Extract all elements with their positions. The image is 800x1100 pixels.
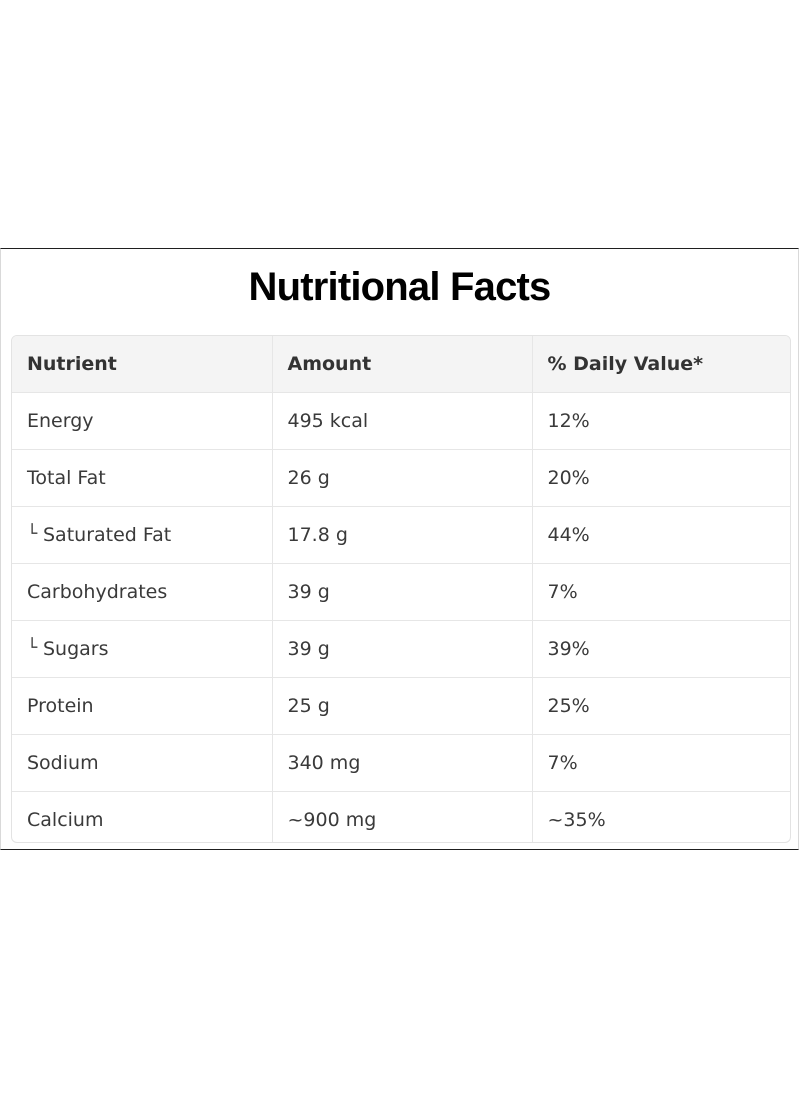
- nutrient-name: Energy: [27, 410, 94, 432]
- nutrient-cell: └ Sugars: [12, 620, 273, 678]
- header-nutrient: Nutrient: [12, 336, 273, 393]
- amount-cell: 495 kcal: [272, 392, 533, 450]
- header-amount: Amount: [272, 336, 533, 393]
- sub-item-marker: └: [27, 638, 38, 658]
- table-row: Total Fat 26 g 20%: [12, 449, 790, 507]
- nutrient-cell: Calcium: [12, 791, 273, 842]
- table-row: └ Sugars 39 g 39%: [12, 620, 790, 678]
- daily-value-cell: ~35%: [547, 809, 606, 831]
- amount-cell: 39 g: [272, 620, 533, 678]
- nutrition-panel: Nutritional Facts Nutrient Amount % Dail…: [0, 248, 799, 850]
- nutrient-name: Calcium: [27, 809, 104, 831]
- daily-value-cell: 25%: [532, 677, 790, 735]
- daily-value-cell: 12%: [532, 392, 790, 450]
- amount-cell: 340 mg: [272, 734, 533, 792]
- nutrient-name: Sugars: [43, 638, 109, 660]
- daily-value-cell: 44%: [532, 506, 790, 564]
- table-body: Energy 495 kcal 12% Total Fat 26 g 20% └ Satura…: [12, 392, 790, 842]
- amount-cell: 39 g: [272, 563, 533, 621]
- nutrient-cell: Protein: [12, 677, 273, 735]
- nutrition-table-container: Nutrient Amount % Daily Value* Energy 495…: [11, 335, 791, 843]
- nutrient-cell: Sodium: [12, 734, 273, 792]
- nutrient-cell: └ Saturated Fat: [12, 506, 273, 564]
- nutrient-name: Total Fat: [27, 467, 106, 489]
- header-daily-value: % Daily Value*: [532, 336, 790, 393]
- nutrient-name: Saturated Fat: [43, 524, 172, 546]
- amount-cell: 17.8 g: [272, 506, 533, 564]
- nutrient-cell: Total Fat: [12, 449, 273, 507]
- page-title: Nutritional Facts: [248, 265, 552, 309]
- amount-cell: 25 g: [272, 677, 533, 735]
- table-row: Protein 25 g 25%: [12, 677, 790, 735]
- amount-cell: 26 g: [272, 449, 533, 507]
- nutrient-name: Protein: [27, 695, 94, 717]
- table-row: Energy 495 kcal 12%: [12, 392, 790, 450]
- daily-value-cell: 20%: [532, 449, 790, 507]
- table-row: Carbohydrates 39 g 7%: [12, 563, 790, 621]
- nutrient-cell: Energy: [12, 392, 273, 450]
- nutrient-cell: Carbohydrates: [12, 563, 273, 621]
- table-header: Nutrient Amount % Daily Value*: [12, 336, 790, 393]
- nutrient-name: Carbohydrates: [27, 581, 168, 603]
- header-row: Nutrient Amount % Daily Value*: [12, 336, 790, 393]
- sub-item-marker: └: [27, 524, 38, 544]
- daily-value-cell: 7%: [532, 734, 790, 792]
- nutrition-table: Nutrient Amount % Daily Value* Energy 495…: [12, 336, 790, 842]
- nutrient-name: Sodium: [27, 752, 99, 774]
- daily-value-cell: 7%: [532, 563, 790, 621]
- table-row: └ Saturated Fat 17.8 g 44%: [12, 506, 790, 564]
- amount-cell: ~900 mg: [272, 791, 533, 842]
- table-row: Sodium 340 mg 7%: [12, 734, 790, 792]
- daily-value-cell: 39%: [532, 620, 790, 678]
- table-row: Calcium ~900 mg ~35%: [12, 791, 790, 842]
